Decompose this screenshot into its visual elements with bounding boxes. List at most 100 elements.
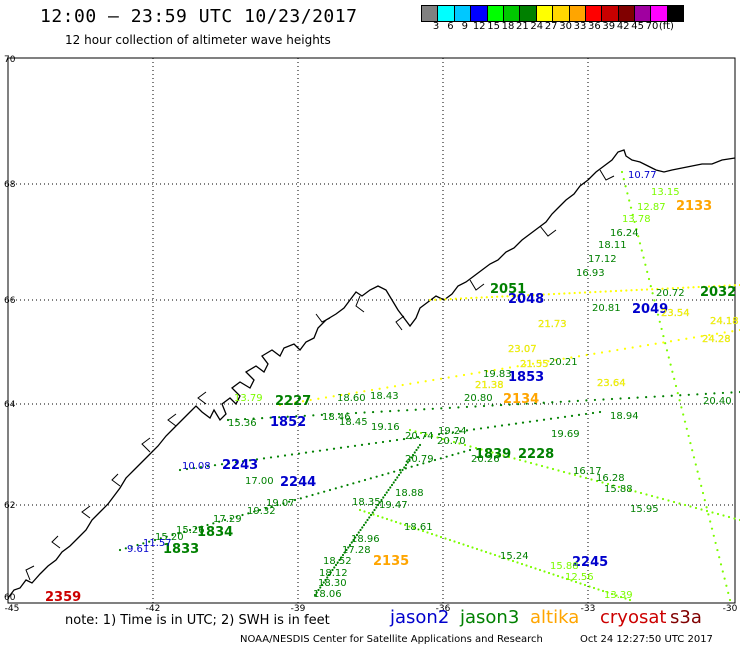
track-point [324,578,327,582]
track-point [666,287,669,290]
track-point [542,293,545,296]
track-point [525,564,528,567]
track-point [615,594,618,597]
track-point [415,448,418,452]
track-point [381,516,384,519]
lat-label: 68 [4,180,16,190]
track-point [485,296,488,299]
track-point [317,492,320,495]
track-point [301,400,305,403]
track-point [719,563,723,566]
track-point [631,213,634,216]
track-point [248,459,252,462]
track-point [692,456,696,459]
track-point [614,289,618,293]
track-point [707,513,710,516]
track-point [294,401,297,404]
track-point [692,336,696,339]
track-point [687,434,690,438]
track-point [269,456,273,459]
track-point [727,591,730,594]
track-point [506,295,509,298]
track-point [340,556,343,559]
track-point [241,513,244,517]
track-point [337,412,341,416]
track-point [653,395,656,398]
track-point [397,409,400,412]
track-point [455,375,458,378]
track-point [378,387,381,390]
wave-height-value: 18.88 [395,488,424,499]
wave-height-value: 18.96 [351,534,380,545]
track-point [159,537,162,540]
wave-height-value: 15.88 [604,484,633,495]
track-point [733,517,736,520]
track-point [148,540,151,543]
track-point [445,455,448,458]
track-point [715,332,719,335]
track-point [480,549,483,552]
track-point [601,481,604,484]
track-point [475,296,478,299]
track-point [563,292,566,295]
track-point [721,391,725,395]
track-point [448,406,451,409]
track-point [597,588,600,591]
track-point [660,327,663,331]
track-point [478,371,481,374]
track-point [206,523,209,527]
track-point [723,284,726,287]
track-point [388,439,392,443]
track-point [418,443,422,447]
track-point [200,525,203,528]
track-point [465,429,469,432]
track-point [404,463,408,467]
track-point [382,496,385,499]
legend-altika: altika [530,607,580,628]
track-point [635,227,638,231]
wave-height-value: 19.07 [266,498,295,509]
track-point [452,440,456,444]
track-point [394,478,397,482]
track-point [371,410,375,414]
track-point [485,449,489,453]
track-point [130,545,133,548]
track-point [354,536,357,539]
track-point [594,290,597,294]
track-point [662,395,665,398]
track-point [142,542,145,545]
track-point [709,520,712,523]
wave-height-value: 19.69 [551,429,580,440]
track-point [359,528,362,532]
track-point [426,531,429,534]
track-point [604,290,607,293]
track-point [577,355,581,358]
track-point [630,289,633,292]
track-point [722,514,725,517]
track-point [304,451,308,454]
track-point [725,584,728,587]
wave-height-value: 17.28 [342,545,371,556]
track-point [226,418,230,422]
track-point [423,408,426,411]
track-point [212,522,215,525]
track-point [261,417,264,420]
color-scale-label: 33 [573,21,587,32]
track-point [229,517,232,520]
track-point [433,458,437,462]
pass-time-label: 2228 [518,447,554,462]
track-point [721,570,724,573]
track-point [559,400,562,403]
track-point [444,537,447,540]
track-point [593,352,596,355]
track-point [524,363,527,367]
track-point [329,571,332,574]
pass-time-label: 2227 [275,394,311,409]
track-point [609,290,612,293]
track-point [381,473,384,477]
track-point [380,498,383,502]
pass-time-label: 2133 [676,199,712,214]
track-point [602,398,605,401]
track-point [183,530,186,533]
track-point [682,286,685,289]
